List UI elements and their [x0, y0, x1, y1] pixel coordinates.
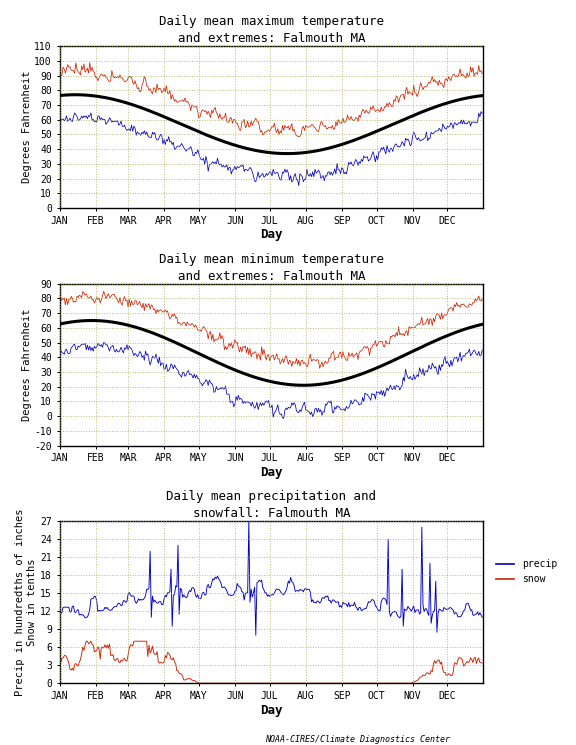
Text: NOAA-CIRES/Climate Diagnostics Center: NOAA-CIRES/Climate Diagnostics Center [264, 735, 450, 744]
Y-axis label: Precip in hundredths of inches
Snow in tenths: Precip in hundredths of inches Snow in t… [15, 509, 37, 696]
X-axis label: Day: Day [260, 466, 283, 479]
Title: Daily mean minimum temperature
and extremes: Falmouth MA: Daily mean minimum temperature and extre… [159, 253, 384, 282]
Title: Daily mean maximum temperature
and extremes: Falmouth MA: Daily mean maximum temperature and extre… [159, 15, 384, 45]
X-axis label: Day: Day [260, 703, 283, 717]
X-axis label: Day: Day [260, 229, 283, 241]
Y-axis label: Degrees Fahrenheit: Degrees Fahrenheit [21, 308, 32, 421]
Legend: precip, snow: precip, snow [492, 555, 561, 588]
Y-axis label: Degrees Fahrenheit: Degrees Fahrenheit [21, 71, 32, 183]
Title: Daily mean precipitation and
snowfall: Falmouth MA: Daily mean precipitation and snowfall: F… [166, 490, 377, 520]
